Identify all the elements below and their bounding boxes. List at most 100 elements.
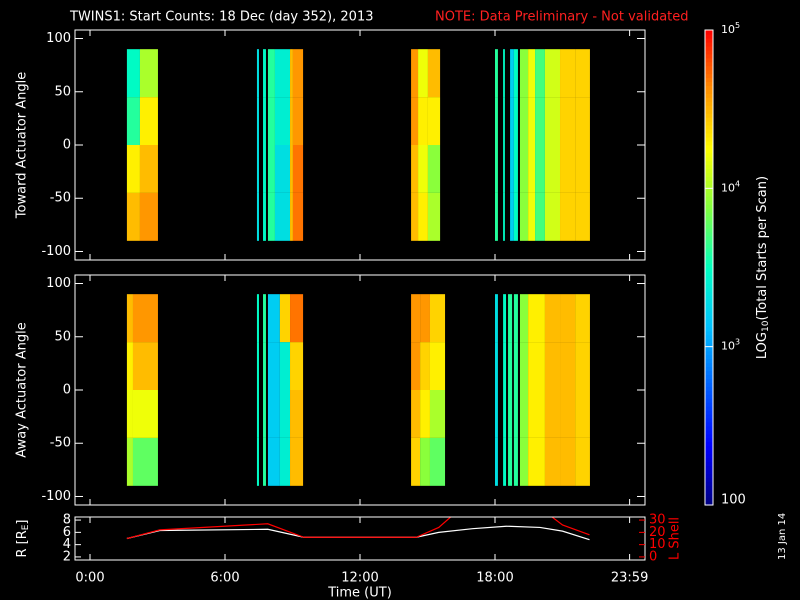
colorbar-swatch bbox=[705, 441, 713, 447]
spectrogram-cell bbox=[575, 437, 590, 486]
colorbar-swatch bbox=[705, 164, 713, 170]
spectrogram-cell bbox=[544, 49, 561, 98]
colorbar-swatch bbox=[705, 259, 713, 265]
colorbar-swatch bbox=[705, 378, 713, 383]
spectrogram-cell bbox=[263, 390, 266, 438]
y-tick-label: 50 bbox=[54, 329, 71, 344]
y-axis-label: R [RE] bbox=[15, 519, 31, 557]
colorbar-swatch bbox=[705, 283, 713, 288]
spectrogram-cell bbox=[535, 192, 545, 241]
spectrogram-cell bbox=[274, 49, 291, 98]
colorbar-swatch bbox=[705, 140, 713, 146]
spectrogram-cell bbox=[544, 192, 561, 241]
spectrogram-cell bbox=[560, 294, 576, 343]
spectrogram-cell bbox=[510, 192, 514, 241]
spectrogram-cell bbox=[411, 437, 421, 486]
spectrogram-cell bbox=[503, 342, 507, 390]
spectrogram-cell bbox=[256, 145, 259, 193]
colorbar-swatch bbox=[705, 425, 713, 431]
spectrogram-cell bbox=[427, 97, 441, 145]
spectrogram-cell bbox=[420, 294, 430, 343]
colorbar-swatch bbox=[705, 231, 713, 237]
colorbar-swatch bbox=[705, 113, 713, 118]
colorbar-swatch bbox=[705, 132, 713, 138]
spectrogram-cell bbox=[560, 437, 576, 486]
colorbar-swatch bbox=[705, 473, 713, 478]
colorbar-swatch bbox=[705, 49, 713, 55]
colorbar-swatch bbox=[705, 311, 713, 316]
colorbar-swatch bbox=[705, 386, 713, 391]
y-tick-label: -100 bbox=[41, 489, 71, 504]
spectrogram-cell bbox=[575, 294, 590, 343]
colorbar-tick-base: 10 bbox=[721, 23, 735, 36]
spectrogram-cell bbox=[418, 145, 428, 193]
spectrogram-cell bbox=[513, 437, 518, 486]
colorbar-swatch bbox=[705, 374, 713, 379]
spectrogram-cell bbox=[513, 192, 518, 241]
spectrogram-cell bbox=[513, 97, 518, 145]
y-tick-label: 0 bbox=[63, 383, 71, 398]
spectrogram-cell bbox=[126, 390, 133, 438]
spectrogram-cell bbox=[513, 342, 518, 390]
colorbar-swatch bbox=[705, 263, 713, 269]
colorbar-swatch bbox=[705, 247, 713, 253]
colorbar-tick-exp: 5 bbox=[735, 21, 740, 30]
colorbar-swatch bbox=[705, 251, 713, 257]
spectrogram-cell bbox=[420, 390, 430, 438]
chart-title: TWINS1: Start Counts: 18 Dec (day 352), … bbox=[69, 10, 373, 25]
colorbar-swatch bbox=[705, 37, 713, 43]
colorbar-swatch bbox=[705, 81, 713, 87]
colorbar-swatch bbox=[705, 77, 713, 83]
colorbar-swatch bbox=[705, 485, 713, 490]
colorbar-swatch bbox=[705, 33, 713, 39]
spectrogram-cell bbox=[132, 342, 158, 390]
spectrogram-cell bbox=[535, 97, 545, 145]
colorbar-swatch bbox=[705, 465, 713, 470]
colorbar-swatch bbox=[705, 255, 713, 261]
colorbar-swatch bbox=[705, 184, 713, 189]
colorbar-swatch bbox=[705, 223, 713, 229]
colorbar-swatch bbox=[705, 61, 713, 67]
line-series bbox=[126, 517, 590, 540]
spectrogram-cell bbox=[503, 97, 505, 145]
spectrogram-cell bbox=[132, 390, 158, 438]
spectrogram-cell bbox=[513, 294, 518, 343]
colorbar-swatch bbox=[705, 291, 713, 296]
spectrogram-cell bbox=[256, 342, 259, 390]
colorbar-swatch bbox=[705, 350, 713, 356]
colorbar-swatch bbox=[705, 200, 713, 205]
colorbar-swatch bbox=[705, 176, 713, 182]
colorbar-swatch bbox=[705, 45, 713, 51]
colorbar-swatch bbox=[705, 53, 713, 59]
x-tick-label: 6:00 bbox=[210, 571, 239, 586]
spectrogram-cell bbox=[494, 49, 498, 98]
spectrogram-cell bbox=[494, 145, 498, 193]
spectrogram-cell bbox=[292, 145, 304, 193]
y-tick-label: -50 bbox=[50, 436, 71, 451]
spectrogram-cell bbox=[544, 437, 561, 486]
x-tick-label: 12:00 bbox=[341, 571, 378, 586]
colorbar-swatch bbox=[705, 239, 713, 245]
spectrogram-cell bbox=[267, 192, 275, 241]
spectrogram-cell bbox=[420, 437, 430, 486]
colorbar-swatch bbox=[705, 168, 713, 174]
y-tick-label: 4 bbox=[63, 537, 71, 552]
colorbar-swatch bbox=[705, 204, 713, 209]
y-axis-label-sub: E bbox=[21, 524, 31, 530]
spectrogram-cell bbox=[274, 97, 291, 145]
colorbar-swatch bbox=[705, 330, 713, 336]
spectrogram-cell bbox=[429, 437, 446, 486]
spectrogram-cell bbox=[494, 342, 498, 390]
colorbar-swatch bbox=[705, 481, 713, 486]
spectrogram-cell bbox=[256, 390, 259, 438]
colorbar-label: LOG10(Total Starts per Scan) bbox=[755, 176, 771, 359]
y-tick-label: 50 bbox=[54, 84, 71, 99]
colorbar-swatch bbox=[705, 243, 713, 249]
spectrogram-cell bbox=[139, 49, 158, 98]
spectrogram-cell bbox=[519, 437, 529, 486]
spectrogram-cell bbox=[528, 192, 536, 241]
y-axis-label-main: R [R bbox=[15, 530, 30, 557]
spectrogram-cell bbox=[139, 145, 158, 193]
colorbar-swatch bbox=[705, 307, 713, 312]
spectrogram-cell bbox=[429, 294, 446, 343]
